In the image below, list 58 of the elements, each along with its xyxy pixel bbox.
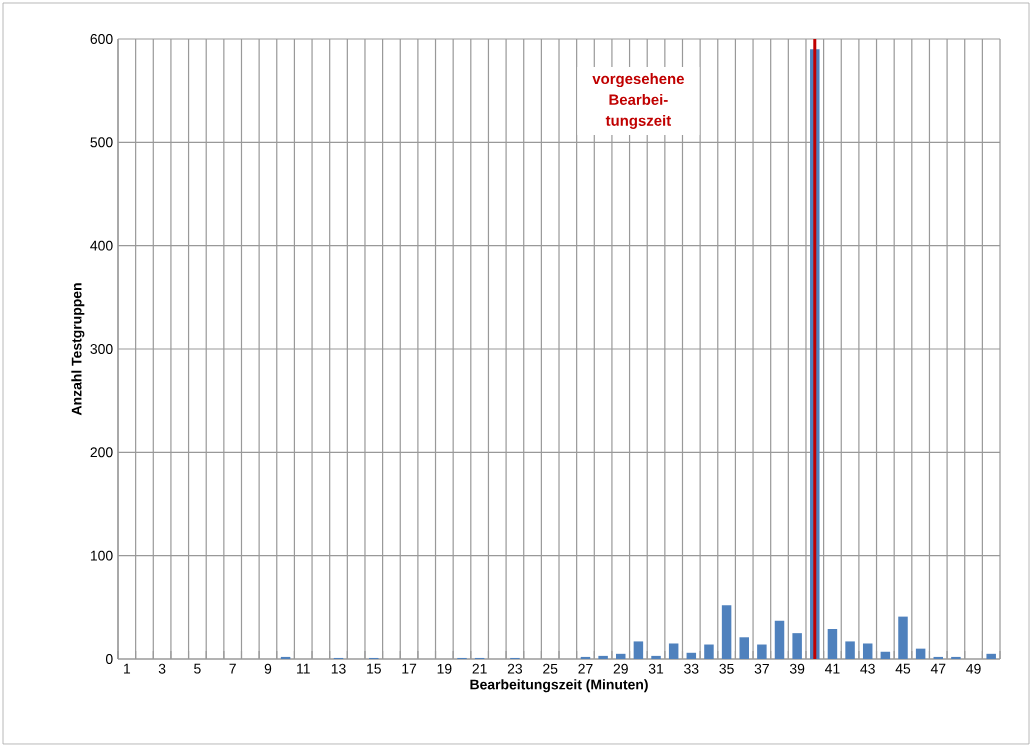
x-tick-label: 31 [648, 663, 664, 674]
x-tick-label: 35 [719, 663, 734, 674]
y-tick-label: 200 [90, 447, 113, 458]
x-tick-label: 7 [229, 663, 236, 674]
x-tick-label: 43 [860, 663, 875, 674]
y-tick-label: 600 [90, 34, 113, 44]
bar [915, 648, 926, 659]
bar [704, 644, 714, 659]
x-tick-label: 29 [613, 663, 628, 674]
y-tick-label: 100 [90, 550, 113, 561]
bar [633, 641, 644, 659]
bar [774, 620, 785, 659]
bar [951, 656, 961, 659]
x-tick-label: 49 [966, 663, 981, 674]
y-tick-label: 400 [90, 240, 113, 251]
bar [721, 605, 732, 659]
x-tick-label: 27 [578, 663, 593, 674]
x-tick-label: 21 [472, 663, 487, 674]
ref-line-label: vorgesehene Bearbei-tungszeit [592, 73, 684, 129]
y-tick-label: 300 [90, 344, 113, 354]
bar [739, 637, 749, 659]
x-tick-label: 17 [402, 663, 417, 674]
bar [845, 641, 855, 659]
bar [827, 629, 838, 659]
bar [986, 653, 996, 659]
x-tick-label: 39 [789, 663, 805, 674]
x-tick-label: 13 [331, 663, 346, 674]
x-tick-label: 33 [684, 663, 699, 674]
y-tick-label: 500 [90, 137, 113, 148]
y-tick-label: 0 [105, 654, 113, 664]
x-tick-label: 47 [930, 663, 946, 674]
x-tick-label: 15 [367, 663, 381, 674]
x-tick-label: 25 [543, 663, 558, 674]
x-tick-label: 11 [297, 663, 310, 674]
bar [862, 643, 873, 659]
x-tick-label: 41 [824, 663, 840, 674]
bar [668, 643, 679, 659]
bar [757, 644, 767, 659]
x-tick-label: 45 [895, 663, 911, 674]
x-tick-label: 5 [194, 663, 201, 674]
bar [580, 656, 591, 659]
x-tick-label: 3 [158, 663, 166, 674]
bar [616, 653, 626, 659]
bar [651, 655, 661, 659]
bar [933, 656, 944, 659]
bar [898, 616, 908, 659]
x-tick-label: 19 [437, 663, 452, 674]
x-axis-title: Bearbeitungszeit (Minuten) [470, 679, 648, 693]
x-tick-label: 37 [754, 663, 769, 674]
x-tick-label: 9 [264, 663, 272, 674]
x-tick-label: 1 [124, 663, 131, 674]
bar [598, 655, 608, 659]
bar [792, 633, 802, 659]
bar [280, 656, 291, 659]
x-tick-label: 23 [507, 663, 523, 674]
bar [880, 651, 891, 659]
y-axis-title: Anzahl Testgruppen [71, 283, 85, 416]
bar [686, 652, 697, 659]
